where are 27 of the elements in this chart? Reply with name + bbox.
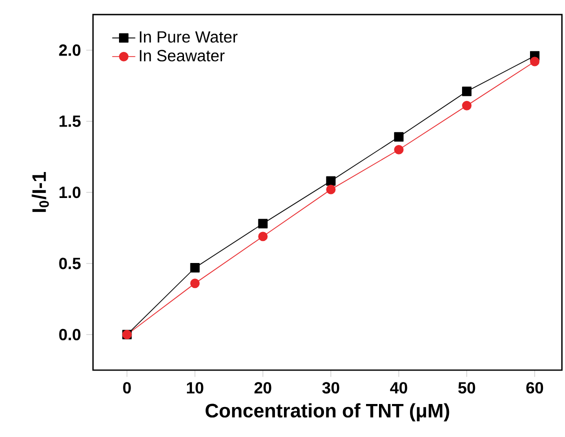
y-tick-label: 0.0 <box>59 328 80 340</box>
x-tick-label: 30 <box>322 382 340 394</box>
point <box>394 132 404 142</box>
point <box>394 144 404 154</box>
x-tick-label: 50 <box>458 382 476 394</box>
x-tick-label: 0 <box>123 382 131 394</box>
point <box>462 100 472 110</box>
y-tick-label: 1.0 <box>60 186 80 198</box>
point <box>258 232 268 241</box>
point <box>190 262 200 272</box>
legend-label: In Seawater <box>140 50 225 62</box>
y-axis-title: I$_{0}$/I-1 <box>32 172 49 212</box>
point <box>326 176 336 186</box>
point <box>326 184 336 194</box>
point <box>530 56 540 66</box>
x-tick-label: 20 <box>254 382 272 394</box>
legend-label: In Pure Water <box>140 31 238 42</box>
y-tick-label: 2.0 <box>59 44 80 56</box>
x-tick-label: 60 <box>526 382 544 394</box>
x-axis-title: Concentration of TNT (μM) <box>206 403 450 422</box>
point <box>462 86 472 96</box>
y-tick-label: 0.5 <box>59 258 81 270</box>
x-tick-label: 10 <box>186 382 204 394</box>
point <box>258 218 268 228</box>
x-tick-label: 40 <box>390 382 408 394</box>
point <box>190 278 200 288</box>
y-tick-label: 1.5 <box>60 115 81 127</box>
